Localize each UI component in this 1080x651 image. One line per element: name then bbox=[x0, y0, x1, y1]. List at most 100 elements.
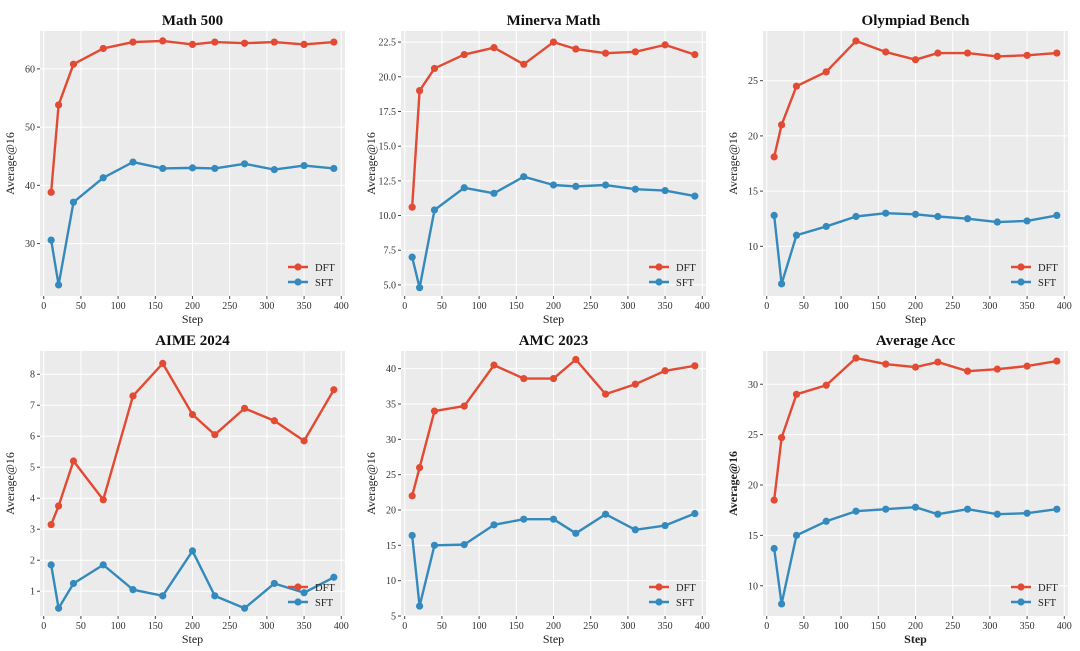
data-point-dft bbox=[777, 434, 786, 442]
data-point-dft bbox=[691, 362, 699, 370]
chart-panel-math-500: 30 40 50 60 0 50 100 150 200 250 300 350 400 Math 500… bbox=[3, 13, 349, 326]
x-tick-label: 300 bbox=[620, 301, 635, 312]
data-point-sft bbox=[993, 218, 1001, 226]
panel-title: Olympiad Bench bbox=[862, 13, 971, 29]
data-point-sft bbox=[601, 181, 610, 189]
x-tick-label: 50 bbox=[799, 301, 809, 312]
data-point-dft bbox=[188, 40, 197, 48]
y-tick-label: 60 bbox=[25, 64, 35, 75]
y-axis-label: Average@16 bbox=[3, 132, 17, 195]
x-tick-label: 50 bbox=[799, 621, 809, 632]
data-point-sft bbox=[1023, 509, 1031, 517]
x-tick-label: 250 bbox=[945, 301, 960, 312]
x-tick-label: 150 bbox=[148, 621, 163, 632]
y-tick-label: 17.5 bbox=[379, 107, 397, 118]
x-axis-label: Step bbox=[543, 632, 564, 646]
data-point-dft bbox=[934, 49, 942, 57]
x-tick-label: 300 bbox=[259, 301, 274, 312]
data-point-sft bbox=[601, 510, 610, 518]
legend-marker-sft bbox=[294, 278, 302, 286]
x-tick-label: 150 bbox=[871, 621, 886, 632]
data-point-sft bbox=[415, 284, 424, 292]
data-point-sft bbox=[415, 602, 424, 610]
data-point-sft bbox=[911, 503, 920, 511]
data-point-dft bbox=[69, 457, 78, 465]
data-point-sft bbox=[69, 579, 78, 588]
data-point-sft bbox=[129, 586, 137, 594]
y-tick-label: 10 bbox=[386, 576, 396, 587]
x-tick-label: 250 bbox=[222, 301, 237, 312]
x-tick-label: 200 bbox=[185, 301, 200, 312]
series-line-dft bbox=[410, 40, 697, 209]
y-tick-label: 22.5 bbox=[379, 38, 397, 49]
x-tick-label: 400 bbox=[334, 301, 349, 312]
data-point-dft bbox=[430, 407, 439, 415]
legend-marker-sft bbox=[1017, 278, 1025, 286]
x-tick-label: 400 bbox=[334, 621, 349, 632]
y-tick-label: 25 bbox=[748, 76, 758, 87]
data-point-sft bbox=[661, 521, 669, 530]
x-tick-label: 200 bbox=[546, 301, 561, 312]
data-point-dft bbox=[661, 41, 669, 49]
x-tick-label: 150 bbox=[871, 301, 886, 312]
y-axis-label: Average@16 bbox=[3, 452, 17, 515]
data-point-sft bbox=[490, 521, 498, 529]
data-point-sft bbox=[631, 185, 639, 193]
data-point-dft bbox=[460, 402, 468, 410]
data-point-sft bbox=[792, 231, 801, 239]
x-axis-label: Step bbox=[182, 632, 203, 646]
data-point-sft bbox=[99, 174, 107, 182]
data-point-dft bbox=[852, 37, 860, 45]
x-tick-label: 200 bbox=[908, 301, 923, 312]
data-point-sft bbox=[792, 531, 801, 539]
data-point-sft bbox=[54, 604, 63, 612]
data-point-sft bbox=[852, 212, 860, 221]
y-tick-label: 30 bbox=[386, 435, 396, 446]
data-point-dft bbox=[330, 38, 338, 46]
data-point-dft bbox=[1053, 357, 1061, 365]
legend-marker-sft bbox=[1017, 598, 1025, 606]
legend-label-sft: SFT bbox=[1038, 278, 1057, 289]
data-point-dft bbox=[211, 38, 219, 46]
data-point-dft bbox=[408, 492, 416, 500]
data-point-dft bbox=[631, 380, 639, 388]
x-tick-label: 350 bbox=[1020, 621, 1035, 632]
data-point-dft bbox=[54, 502, 63, 510]
y-tick-label: 40 bbox=[386, 364, 396, 375]
data-point-sft bbox=[408, 253, 416, 261]
data-point-dft bbox=[911, 363, 920, 371]
x-tick-label: 200 bbox=[546, 621, 561, 632]
data-point-sft bbox=[430, 541, 439, 549]
data-point-dft bbox=[415, 464, 424, 472]
data-point-sft bbox=[691, 509, 699, 518]
data-point-sft bbox=[47, 561, 55, 569]
x-axis-label: Step bbox=[543, 312, 564, 326]
data-point-sft bbox=[211, 164, 219, 173]
data-point-dft bbox=[270, 38, 278, 46]
y-tick-label: 30 bbox=[748, 380, 758, 391]
x-tick-label: 350 bbox=[1020, 301, 1035, 312]
x-tick-label: 0 bbox=[764, 621, 769, 632]
data-point-sft bbox=[54, 281, 63, 289]
legend-label-dft: DFT bbox=[1038, 263, 1058, 274]
y-axis-label: Average@16 bbox=[364, 132, 378, 195]
x-tick-label: 250 bbox=[583, 621, 598, 632]
y-axis-label: Average@16 bbox=[364, 452, 378, 515]
legend-marker-dft bbox=[655, 263, 663, 271]
data-point-sft bbox=[300, 161, 308, 170]
data-point-sft bbox=[159, 592, 167, 600]
data-point-dft bbox=[490, 361, 498, 369]
data-point-dft bbox=[240, 39, 249, 47]
data-point-sft bbox=[1023, 217, 1031, 225]
data-point-dft bbox=[159, 37, 167, 45]
y-tick-label: 40 bbox=[25, 181, 35, 192]
legend-marker-dft bbox=[655, 583, 663, 591]
data-point-dft bbox=[792, 390, 801, 398]
series-line-sft bbox=[410, 512, 697, 608]
x-tick-label: 0 bbox=[402, 621, 407, 632]
data-point-sft bbox=[822, 517, 830, 525]
data-point-dft bbox=[691, 50, 699, 59]
y-tick-label: 20 bbox=[748, 481, 758, 492]
